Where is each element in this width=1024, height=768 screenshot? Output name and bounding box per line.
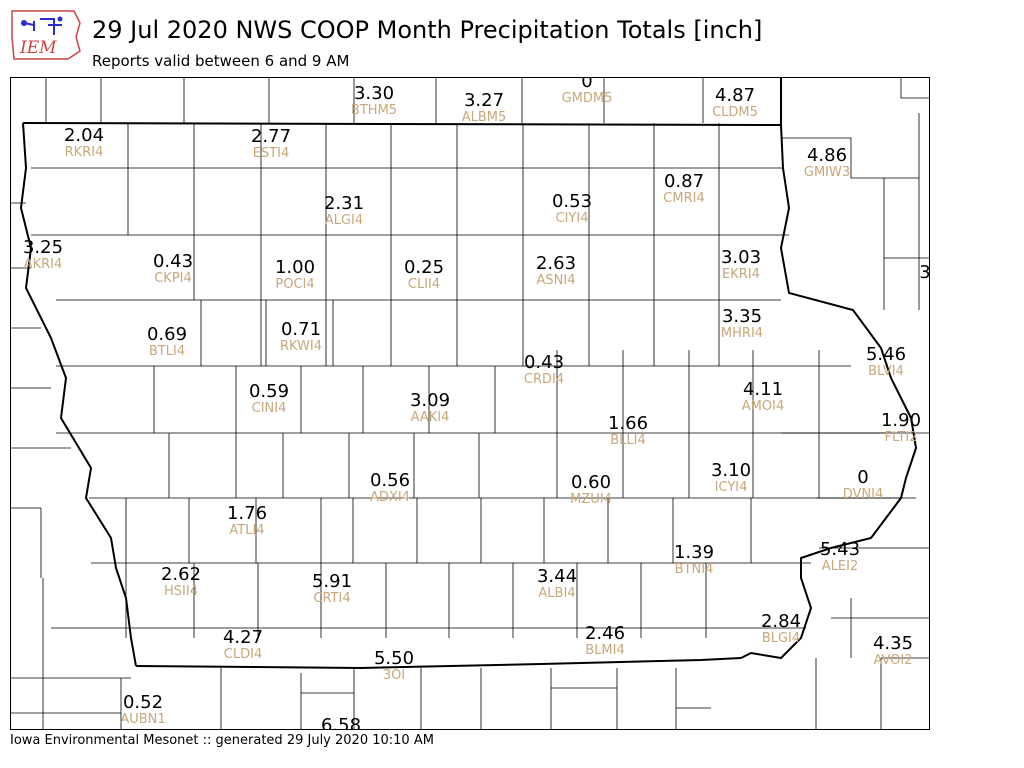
station-marker: 3.30 BTHM5 [350,83,398,118]
station-marker: 3 [919,262,930,283]
station-marker: 0.25 CLII4 [403,257,445,292]
station-marker: 3.03 EKRI4 [720,247,762,282]
precipitation-map: 3.30 BTHM5 3.27 ALBM5 0 GMDM5 4.87 CLDM5 2.0… [10,77,930,730]
station-marker: 2.63 ASNI4 [535,253,577,288]
svg-text:IEM: IEM [19,38,57,58]
station-marker: 2.84 BLGI4 [760,611,802,646]
station-marker: 5.91 CRTI4 [311,571,353,606]
station-marker: 1.00 POCI4 [274,257,316,292]
station-marker: 1.39 BTNI4 [673,542,715,577]
station-marker: 0.43 CKPI4 [152,251,194,286]
station-marker: 5.43 ALEI2 [819,539,861,574]
station-marker: 1.76 ATLI4 [226,503,268,538]
station-marker: 5.50 3OI [373,648,415,683]
station-marker: 6.58 [320,715,362,730]
station-marker: 0.43 CRDI4 [523,352,565,387]
station-marker: 0.52 AUBN1 [120,692,166,727]
station-marker: 2.31 ALGI4 [323,193,365,228]
station-marker: 0.71 RKWI4 [279,319,323,354]
station-marker: 3.44 ALBI4 [536,566,578,601]
footer-credit: Iowa Environmental Mesonet :: generated … [10,733,434,748]
map-title: 29 Jul 2020 NWS COOP Month Precipitation… [92,16,763,44]
county-boundaries [11,78,929,729]
station-marker: 2.46 BLMI4 [584,623,626,658]
station-marker: 3.27 ALBM5 [461,90,507,125]
station-marker: 0.60 MZUI4 [570,472,612,507]
station-marker: 4.27 CLDI4 [222,627,264,662]
station-marker: 0 DVNI4 [842,467,884,502]
station-marker: 1.90 FLTI2 [880,410,922,445]
map-subtitle: Reports valid between 6 and 9 AM [92,52,350,70]
station-marker: 4.87 CLDM5 [712,85,758,120]
station-marker: 0.87 CMRI4 [663,171,705,206]
station-marker: 4.35 AVOI2 [872,633,914,668]
station-marker: 1.66 BLLI4 [607,413,649,448]
station-marker: 0.53 CIYI4 [551,191,593,226]
station-marker: 3.09 AAKI4 [409,390,451,425]
station-marker: 3.10 ICYI4 [710,460,752,495]
station-marker: 0.69 BTLI4 [146,324,188,359]
station-marker: 2.04 RKRI4 [63,125,105,160]
station-marker: 0.59 CINI4 [248,381,290,416]
station-marker: 4.11 AMOI4 [741,379,785,414]
station-marker: 3.35 MHRI4 [720,306,764,341]
station-marker: 2.62 HSII4 [160,564,202,599]
station-marker: 3.25 AKRI4 [22,237,64,272]
station-marker: 4.86 GMIW3 [803,145,851,180]
station-marker: 2.77 ESTI4 [250,126,292,161]
station-marker: 0.56 ADXI4 [369,470,411,505]
station-marker: 5.46 BLVI4 [865,344,907,379]
station-marker: 0 GMDM5 [561,77,613,106]
iem-logo: IEM [11,10,81,60]
